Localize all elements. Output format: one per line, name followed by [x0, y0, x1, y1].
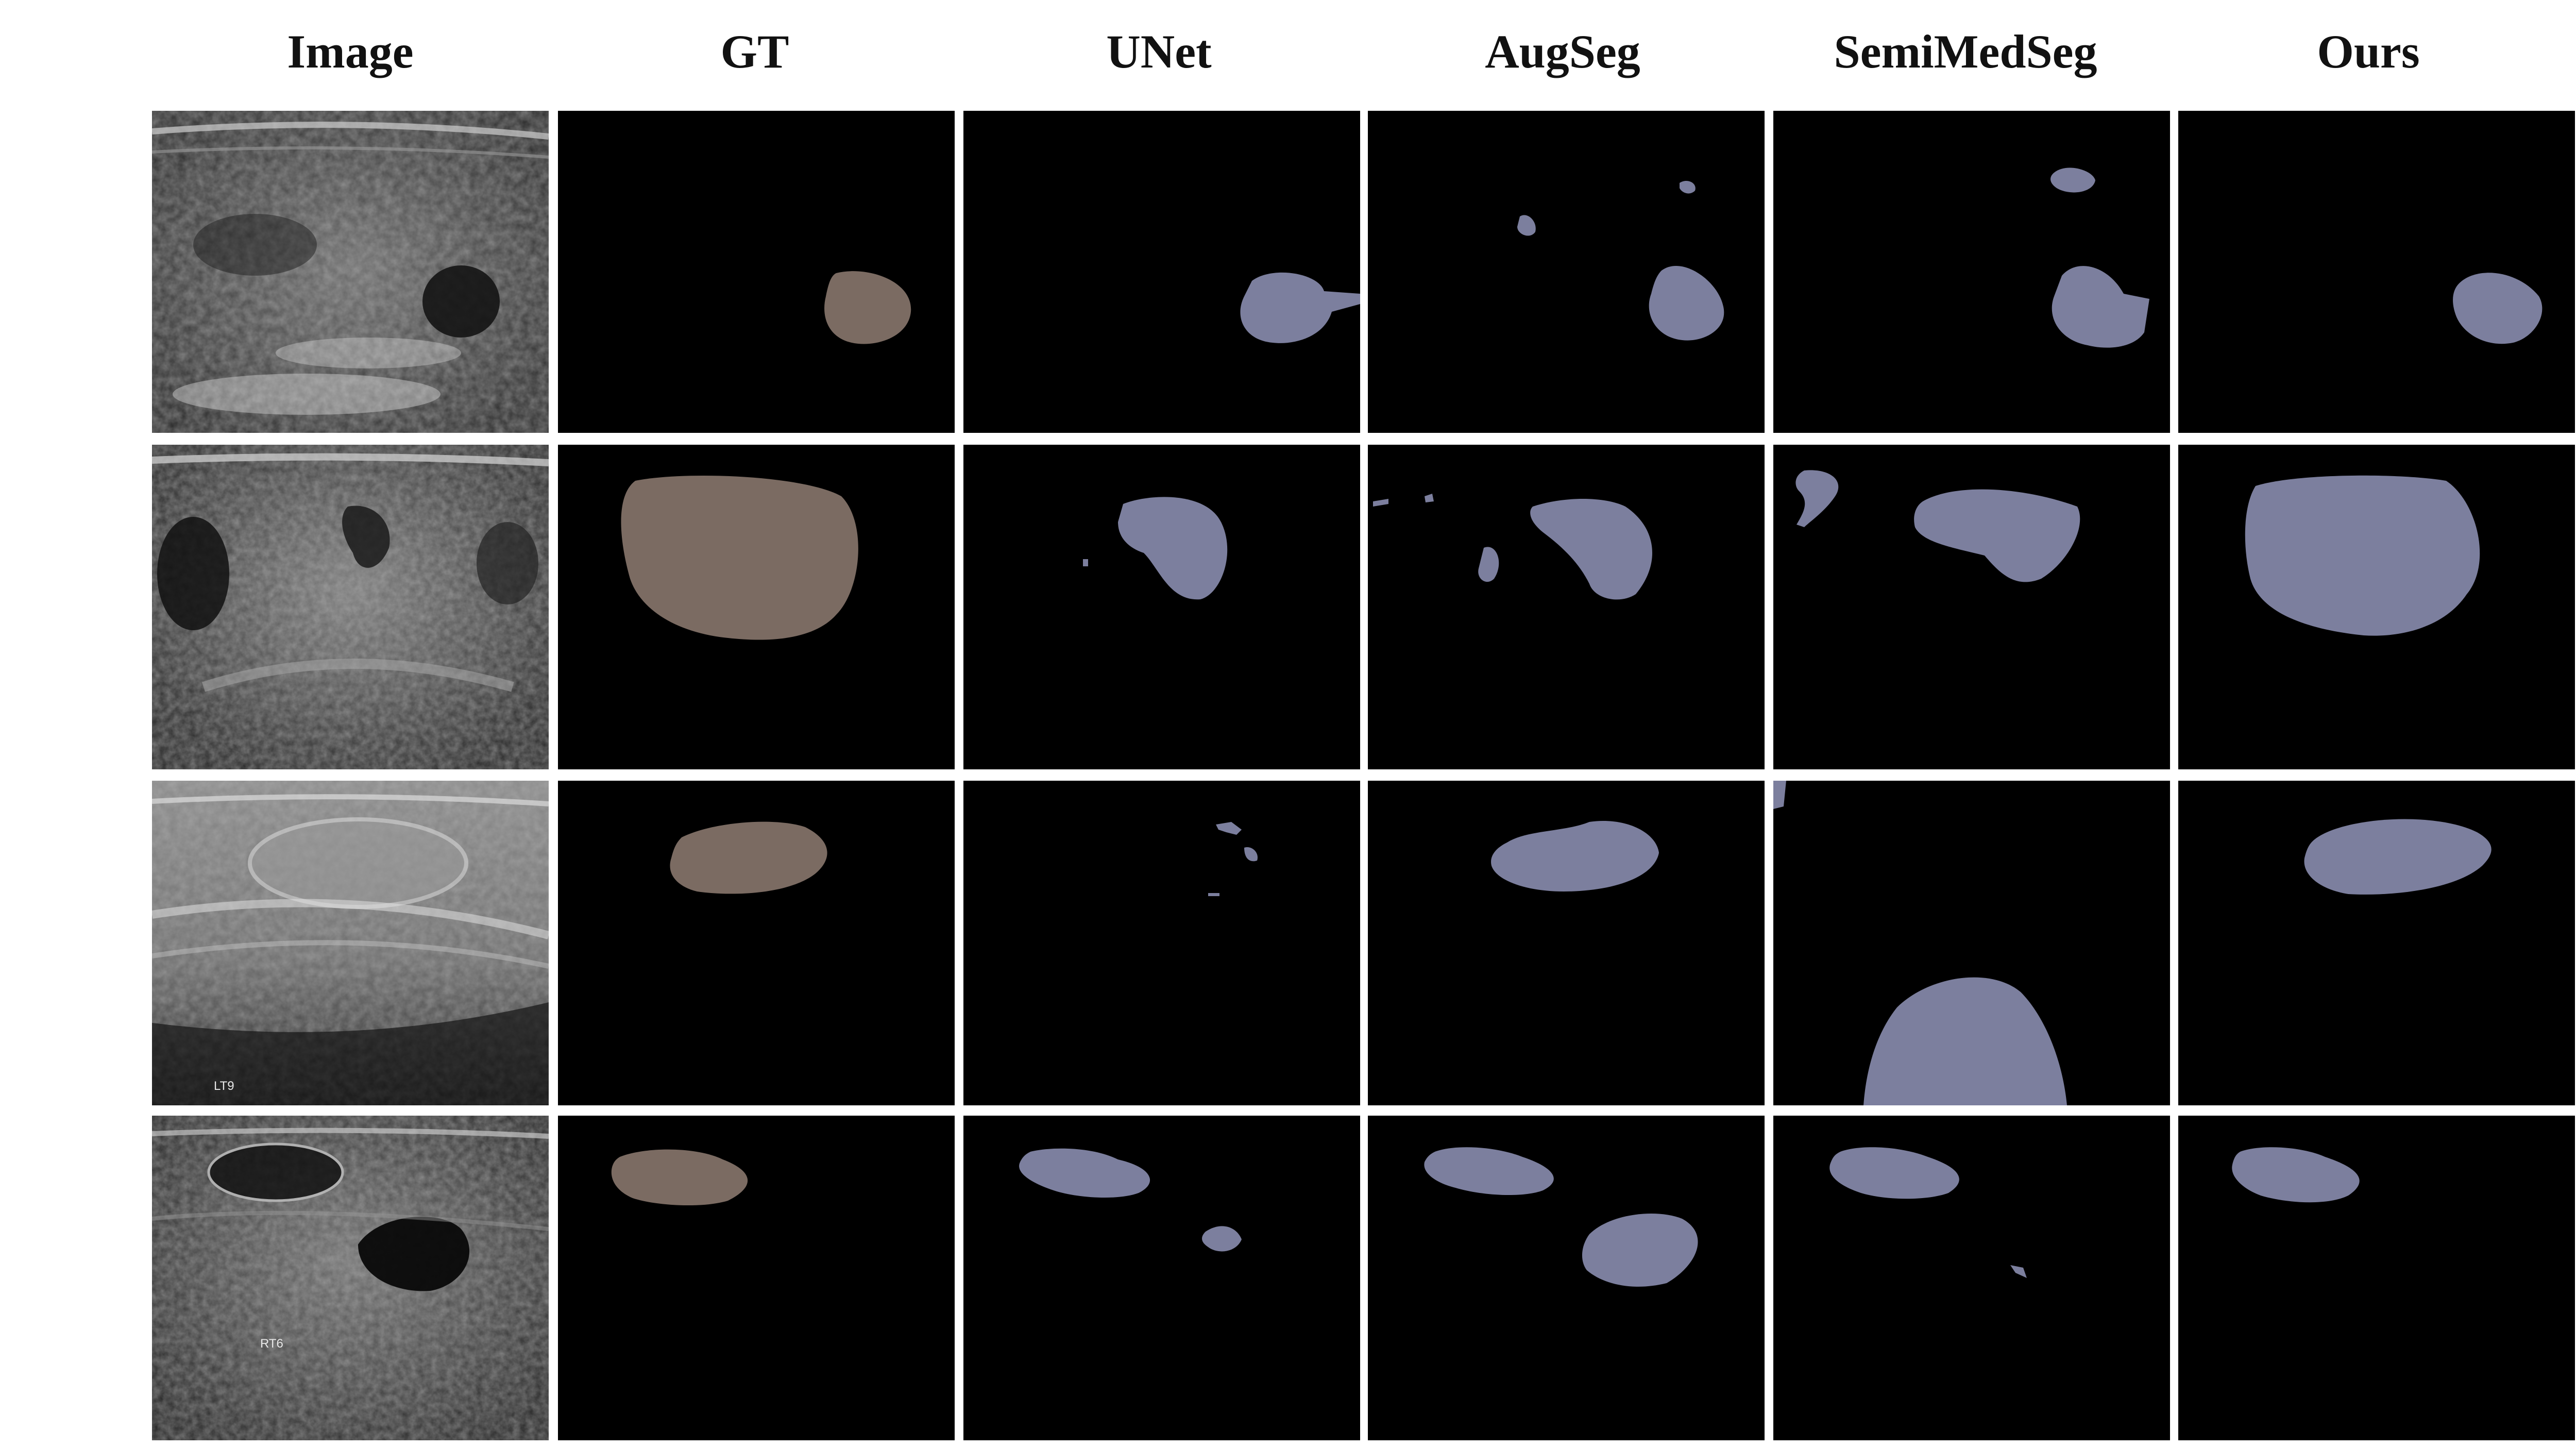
column-header-augseg: AugSeg [1485, 25, 1640, 78]
row4-augseg-prediction-panel [1368, 1116, 1765, 1440]
row2-semimedseg-prediction-panel [1773, 445, 2170, 769]
predicted-false-positive [1083, 559, 1088, 566]
predicted-false-positive [1478, 547, 1499, 582]
ultrasound-label: RT6 [260, 1337, 283, 1351]
row4-gt-mask-panel [558, 1116, 955, 1440]
row2-ours-prediction-panel [2178, 445, 2575, 769]
row3-ultrasound-image: LT9 [152, 781, 549, 1105]
predicted-lesion-mask [1244, 847, 1258, 862]
row1-augseg-prediction-panel [1368, 111, 1765, 433]
predicted-false-positive [2050, 167, 2095, 193]
row4-ultrasound-image: RT6 [152, 1116, 549, 1440]
column-header-gt: GT [720, 25, 789, 78]
row1-ours-prediction-panel [2178, 111, 2575, 433]
row1-semimedseg-prediction-panel [1773, 111, 2170, 433]
row1-ultrasound-image [152, 111, 549, 433]
row4-unet-prediction-panel [963, 1116, 1360, 1440]
ultrasound-label: LT9 [214, 1079, 234, 1093]
predicted-lesion-mask [1240, 272, 1360, 343]
predicted-lesion-mask [1829, 1147, 1959, 1199]
predicted-false-positive [1373, 499, 1388, 507]
row2-augseg-prediction-panel [1368, 445, 1765, 769]
gt-lesion-mask [824, 271, 911, 344]
row1-unet-prediction-panel [963, 111, 1360, 433]
predicted-lesion-mask [1914, 489, 2080, 582]
row2-unet-prediction-panel [963, 445, 1360, 769]
column-header-unet: UNet [1106, 25, 1212, 78]
column-header-image: Image [287, 25, 414, 78]
predicted-false-positive [1795, 470, 1839, 527]
predicted-lesion-mask [1863, 977, 2067, 1105]
predicted-lesion-mask [1019, 1148, 1150, 1198]
predicted-lesion-mask [2232, 1147, 2360, 1203]
gt-lesion-mask [611, 1149, 748, 1206]
predicted-false-positive [1680, 180, 1696, 194]
predicted-lesion-mask [1216, 822, 1242, 835]
row4-ours-prediction-panel [2178, 1116, 2575, 1440]
row2-gt-mask-panel [558, 445, 955, 769]
predicted-lesion-mask [1649, 265, 1724, 341]
predicted-lesion-mask [2453, 273, 2543, 344]
row2-ultrasound-image [152, 445, 549, 769]
predicted-lesion-mask [2052, 266, 2149, 348]
predicted-lesion-mask [1118, 497, 1228, 600]
row3-ours-prediction-panel [2178, 781, 2575, 1105]
gt-lesion-mask [670, 821, 827, 894]
predicted-false-positive [1773, 781, 1786, 809]
predicted-lesion-mask [1491, 821, 1659, 891]
column-header-semimedseg: SemiMedSeg [1834, 25, 2097, 78]
row3-gt-mask-panel [558, 781, 955, 1105]
predicted-false-positive [1425, 494, 1434, 502]
predicted-false-positive [1582, 1214, 1698, 1287]
row3-semimedseg-prediction-panel [1773, 781, 2170, 1105]
row4-semimedseg-prediction-panel [1773, 1116, 2170, 1440]
predicted-false-positive [1208, 893, 1219, 896]
predicted-lesion-mask [1424, 1147, 1554, 1196]
predicted-lesion-mask [2245, 475, 2480, 636]
row3-augseg-prediction-panel [1368, 781, 1765, 1105]
row3-unet-prediction-panel [963, 781, 1360, 1105]
predicted-lesion-mask [1530, 499, 1653, 600]
predicted-lesion-mask [2304, 819, 2492, 895]
predicted-false-positive [2010, 1265, 2027, 1278]
row1-gt-mask-panel [558, 111, 955, 433]
predicted-false-positive [1517, 215, 1536, 236]
predicted-false-positive [1202, 1226, 1242, 1252]
column-header-ours: Ours [2317, 25, 2420, 78]
gt-lesion-mask [621, 476, 858, 640]
